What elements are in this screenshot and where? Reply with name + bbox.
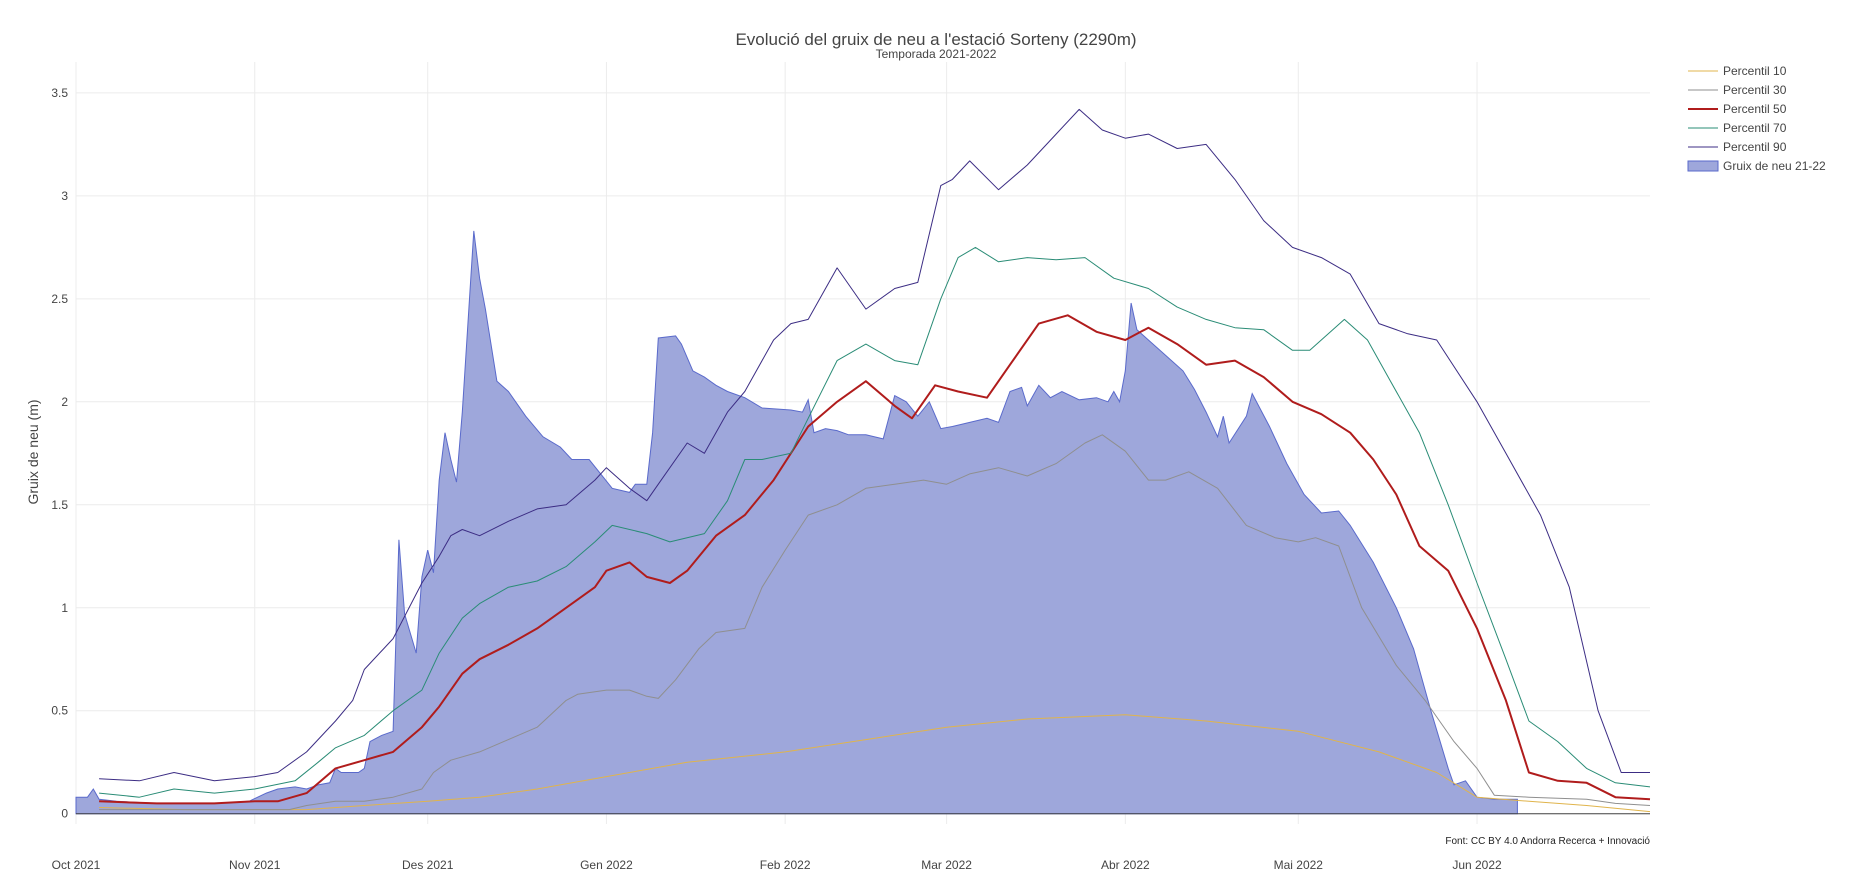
series-area-gruix-de-neu-21-22 <box>75 230 1518 815</box>
y-tick-label: 0 <box>61 807 68 821</box>
legend[interactable]: Percentil 10 Percentil 30 Percentil 50 Perc… <box>1687 64 1826 173</box>
legend-label: Percentil 50 <box>1723 102 1787 116</box>
line-layer <box>99 108 1651 813</box>
y-tick-label: 0.5 <box>51 704 68 718</box>
y-axis-ticks: 0 0.5 1 1.5 2 2.5 3 3.5 <box>51 86 68 821</box>
x-tick-label: Abr 2022 <box>1101 858 1150 872</box>
x-tick-label: Jun 2022 <box>1452 858 1502 872</box>
legend-item-percentil-70[interactable]: Percentil 70 <box>1688 121 1787 135</box>
series-line-percentil-30 <box>99 434 1651 811</box>
legend-item-gruix-de-neu-21-22[interactable]: Gruix de neu 21-22 <box>1687 159 1826 173</box>
legend-label: Percentil 90 <box>1723 140 1787 154</box>
y-tick-label: 1.5 <box>51 498 68 512</box>
legend-item-percentil-10[interactable]: Percentil 10 <box>1688 64 1787 78</box>
x-tick-label: Gen 2022 <box>580 858 633 872</box>
legend-item-percentil-50[interactable]: Percentil 50 <box>1688 102 1787 116</box>
legend-label: Percentil 10 <box>1723 64 1787 78</box>
chart-title: Evolució del gruix de neu a l'estació So… <box>735 30 1136 49</box>
series-line-percentil-10 <box>99 714 1651 813</box>
x-tick-label: Feb 2022 <box>760 858 811 872</box>
legend-swatch <box>1687 160 1719 172</box>
legend-label: Gruix de neu 21-22 <box>1723 159 1826 173</box>
legend-item-percentil-30[interactable]: Percentil 30 <box>1688 83 1787 97</box>
x-tick-label: Mar 2022 <box>921 858 972 872</box>
y-tick-label: 2 <box>61 395 68 409</box>
legend-item-percentil-90[interactable]: Percentil 90 <box>1688 140 1787 154</box>
x-tick-label: Nov 2021 <box>229 858 281 872</box>
x-axis-ticks: Oct 2021 Nov 2021 Des 2021 Gen 2022 Feb 2022… <box>52 858 1502 872</box>
series-line-percentil-70 <box>99 246 1651 798</box>
x-tick-label: Mai 2022 <box>1274 858 1324 872</box>
legend-label: Percentil 70 <box>1723 121 1787 135</box>
x-tick-label: Oct 2021 <box>52 858 101 872</box>
series-line-percentil-90 <box>99 108 1650 782</box>
y-tick-label: 1 <box>61 601 68 615</box>
y-tick-label: 3.5 <box>51 86 68 100</box>
chart-subtitle: Temporada 2021-2022 <box>876 47 997 61</box>
legend-label: Percentil 30 <box>1723 83 1787 97</box>
source-note: Font: CC BY 4.0 Andorra Recerca + Innova… <box>1445 836 1650 847</box>
y-tick-label: 2.5 <box>51 292 68 306</box>
x-tick-label: Des 2021 <box>402 858 454 872</box>
y-tick-label: 3 <box>61 189 68 203</box>
y-axis-label: Gruix de neu (m) <box>25 399 41 504</box>
series-line-percentil-50 <box>99 314 1651 805</box>
area-layer <box>75 230 1518 815</box>
